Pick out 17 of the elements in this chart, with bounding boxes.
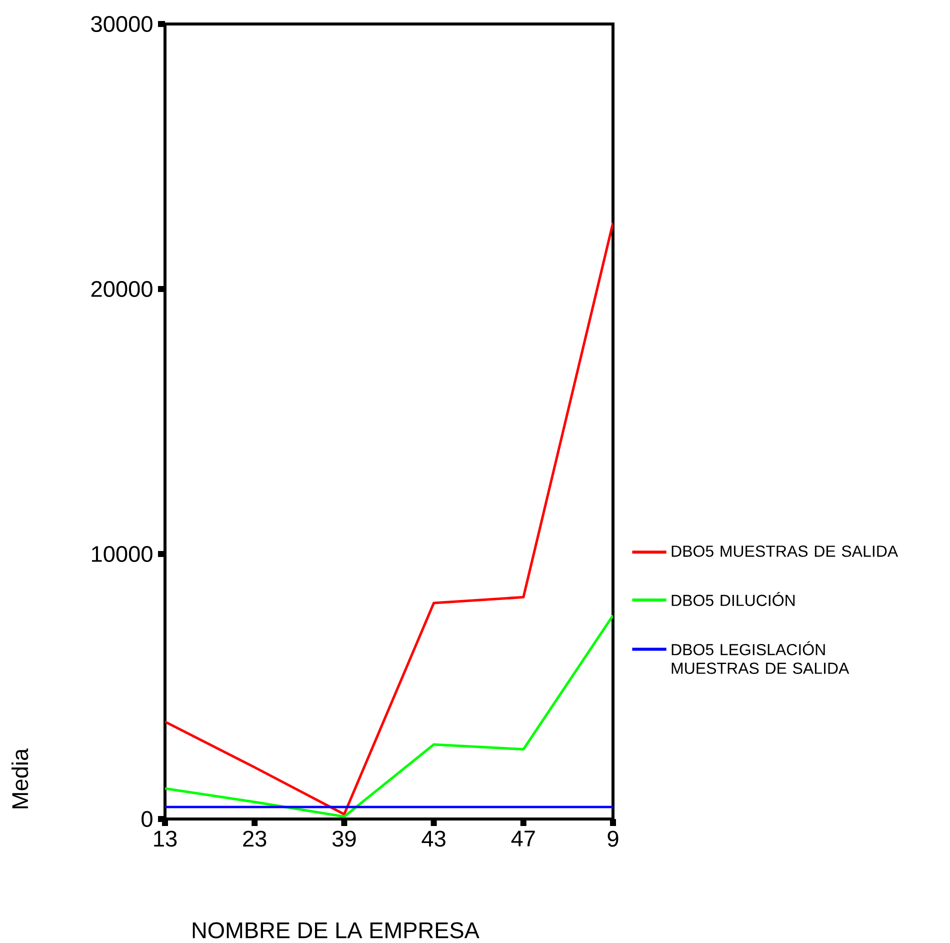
legend-label: DBO5 DILUCIÓN: [672, 592, 795, 606]
x-tick-label: 39: [332, 830, 356, 847]
x-axis-title: NOMBRE DE LA EMPRESA: [192, 922, 480, 938]
x-tick-label: 9: [608, 830, 618, 847]
y-axis-title: Media: [12, 748, 28, 808]
y-tick-label: 0: [142, 811, 152, 828]
x-tick-label: 47: [511, 830, 535, 846]
legend-label: DBO5 LEGISLACIÓN MUESTRAS DE SALIDA: [672, 641, 850, 674]
y-tick-label: 20000: [91, 281, 152, 298]
x-tick-label: 43: [422, 830, 446, 847]
line-series: [165, 614, 613, 818]
x-tick-label: 13: [154, 830, 177, 847]
y-tick-label: 10000: [92, 546, 152, 562]
legend-label: DBO5 MUESTRAS DE SALIDA: [672, 546, 898, 557]
y-tick-label: 30000: [91, 16, 152, 32]
line-series: [165, 222, 613, 816]
x-tick-label: 23: [243, 830, 266, 847]
